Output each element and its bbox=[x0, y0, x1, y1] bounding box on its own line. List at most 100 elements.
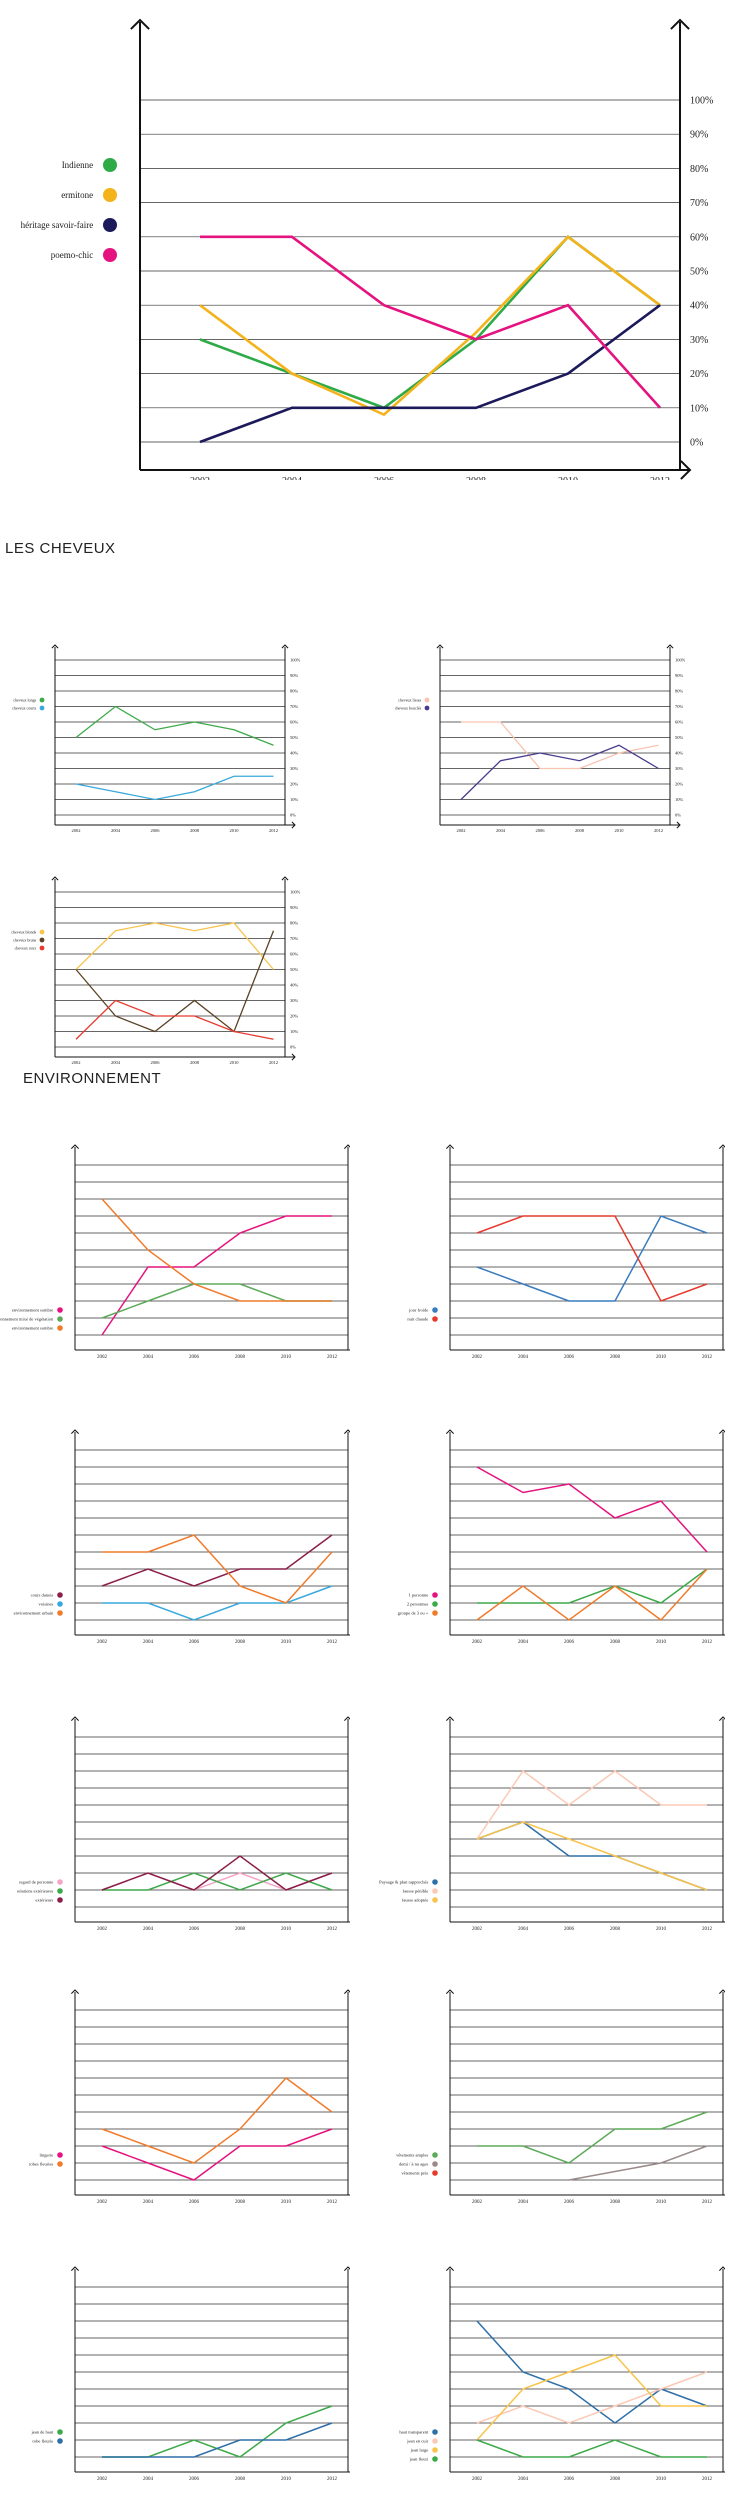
series-line bbox=[476, 1821, 708, 1891]
x-tick-label: 2012 bbox=[269, 828, 278, 833]
legend-label: relations extérieures bbox=[17, 1889, 54, 1894]
legend-dot-icon bbox=[39, 945, 45, 951]
x-tick-label: 2002 bbox=[472, 1927, 483, 1932]
legend-dot-icon bbox=[432, 2152, 438, 2158]
legend-label: cheveux blonds bbox=[11, 929, 36, 934]
axis-arrow-icon bbox=[670, 18, 690, 30]
axis-arrow-icon bbox=[71, 1989, 79, 1994]
axis-arrow-icon bbox=[71, 1429, 79, 1434]
legend-label: jean de haut bbox=[31, 2430, 54, 2435]
x-tick-label: 2010 bbox=[656, 1640, 667, 1645]
axis-arrow-icon bbox=[281, 876, 289, 881]
legend-label: voisines bbox=[39, 1602, 54, 1607]
legend-dot-icon bbox=[432, 1601, 438, 1607]
x-tick-label: 2006 bbox=[189, 1355, 200, 1360]
y-tick-label: 10% bbox=[290, 797, 299, 802]
y-tick-label: 40% bbox=[290, 983, 299, 988]
series-line bbox=[75, 922, 274, 970]
chart-env-2: 0%10%20%30%40%50%60%70%80%90%100%2002200… bbox=[407, 1144, 725, 1360]
x-tick-label: 2008 bbox=[610, 1640, 621, 1645]
x-tick-label: 2006 bbox=[564, 2477, 575, 2482]
x-tick-label: 2002 bbox=[472, 1355, 483, 1360]
legend-label: lingerie bbox=[40, 2153, 54, 2158]
series-line bbox=[476, 2354, 707, 2441]
chart-env-5: 0%10%20%30%40%50%60%70%80%90%100%2002200… bbox=[17, 1716, 350, 1932]
legend-label: environnement sombre bbox=[12, 1326, 53, 1331]
legend-dot-icon bbox=[57, 1610, 63, 1616]
legend-dot-icon bbox=[57, 1592, 63, 1598]
axis-arrow-icon bbox=[719, 1989, 725, 1994]
x-tick-label: 2004 bbox=[518, 2477, 529, 2482]
chart-env-8: 0%10%20%30%40%50%60%70%80%90%100%2002200… bbox=[396, 1989, 725, 2205]
axis-arrow-icon bbox=[680, 460, 692, 480]
legend-label: héritage savoir-faire bbox=[21, 220, 94, 230]
legend-dot-icon bbox=[432, 1879, 438, 1885]
x-tick-label: 2006 bbox=[189, 2200, 200, 2205]
legend-label: haut transparent bbox=[399, 2430, 429, 2435]
x-tick-label: 2004 bbox=[111, 828, 121, 833]
legend-dot-icon bbox=[432, 1307, 438, 1313]
series-line bbox=[461, 721, 659, 770]
x-tick-label: 2006 bbox=[151, 1060, 161, 1065]
x-tick-label: 2002 bbox=[72, 828, 81, 833]
y-tick-label: 60% bbox=[690, 232, 708, 243]
series-line bbox=[200, 235, 661, 409]
series-line bbox=[102, 1585, 333, 1621]
x-tick-label: 2008 bbox=[235, 2200, 246, 2205]
series-line bbox=[460, 744, 659, 800]
legend-dot-icon bbox=[432, 1897, 438, 1903]
x-tick-label: 2002 bbox=[472, 2200, 483, 2205]
y-tick-label: 80% bbox=[290, 921, 299, 926]
y-tick-label: 30% bbox=[690, 335, 708, 346]
x-tick-label: 2010 bbox=[281, 1355, 292, 1360]
legend-dot-icon bbox=[57, 1879, 63, 1885]
legend-label: nuit chaude bbox=[407, 1317, 428, 1322]
chart-env-4: 0%10%20%30%40%50%60%70%80%90%100%2002200… bbox=[398, 1429, 725, 1645]
x-tick-label: 2012 bbox=[327, 2200, 338, 2205]
x-tick-label: 2008 bbox=[235, 2477, 246, 2482]
x-tick-label: 2004 bbox=[518, 2200, 529, 2205]
y-tick-label: 10% bbox=[675, 797, 684, 802]
y-tick-label: 50% bbox=[290, 967, 299, 972]
x-tick-label: 2004 bbox=[143, 2477, 154, 2482]
section-title-cheveux: LES CHEVEUX bbox=[5, 540, 116, 557]
legend-label: robe fleurie bbox=[32, 2439, 53, 2444]
x-tick-label: 2006 bbox=[564, 2200, 575, 2205]
x-tick-label: 2008 bbox=[610, 1355, 621, 1360]
legend-dot-icon bbox=[432, 2456, 438, 2462]
legend-dot-icon bbox=[103, 218, 117, 232]
x-tick-label: 2010 bbox=[230, 828, 240, 833]
legend-label: Paysage & plan rapprochés bbox=[379, 1880, 428, 1885]
series-line bbox=[101, 1215, 332, 1336]
y-tick-label: 100% bbox=[290, 890, 300, 895]
x-tick-label: 2002 bbox=[472, 2477, 483, 2482]
x-tick-label: 2002 bbox=[72, 1060, 81, 1065]
legend-dot-icon bbox=[432, 1888, 438, 1894]
legend-label: environnement urbain bbox=[14, 1611, 54, 1616]
y-tick-label: 50% bbox=[675, 735, 684, 740]
axis-arrow-icon bbox=[291, 821, 296, 829]
legend-dot-icon bbox=[424, 697, 430, 703]
series-line bbox=[476, 2371, 708, 2424]
series-line bbox=[199, 304, 661, 444]
axis-arrow-icon bbox=[446, 1144, 454, 1149]
y-tick-label: 70% bbox=[290, 936, 299, 941]
chart-hair-length: 0% 10% 20% 30% 40% 50% 60% 70% 80% 90% 100% 2002 200… bbox=[12, 644, 300, 833]
legend-dot-icon bbox=[432, 2429, 438, 2435]
legend-label: ermitone bbox=[61, 190, 93, 200]
series-line bbox=[102, 2405, 333, 2458]
legend-dot-icon bbox=[57, 2429, 63, 2435]
x-tick-label: 2006 bbox=[564, 1640, 575, 1645]
legend-label: robes fleuries bbox=[29, 2162, 54, 2167]
x-tick-label: 2008 bbox=[610, 2477, 621, 2482]
y-tick-label: 0% bbox=[290, 813, 296, 818]
legend-label: poemo-chic bbox=[51, 250, 93, 260]
y-tick-label: 30% bbox=[290, 998, 299, 1003]
legend-label: regard de personne bbox=[19, 1880, 53, 1885]
y-tick-label: 80% bbox=[690, 164, 708, 175]
y-tick-label: 30% bbox=[675, 766, 684, 771]
x-tick-label: 2012 bbox=[327, 2477, 338, 2482]
legend-dot-icon bbox=[432, 2161, 438, 2167]
axis-arrow-icon bbox=[344, 1144, 350, 1149]
chart-env-9: 0%10%20%30%40%50%60%70%80%90%100%2002200… bbox=[31, 2266, 350, 2482]
